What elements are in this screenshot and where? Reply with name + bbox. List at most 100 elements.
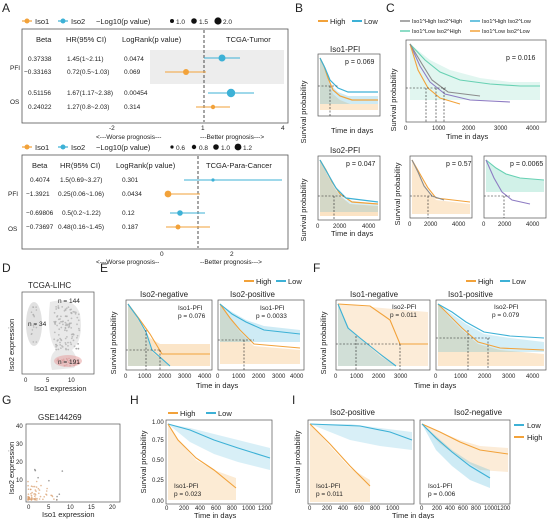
scatter-point xyxy=(33,485,36,488)
legend-size-1: 1.0 xyxy=(176,19,185,26)
panel-e: High Low Survival probability Iso2-negat… xyxy=(109,277,305,390)
axis-tick: 600 xyxy=(211,506,222,512)
header-beta: Beta xyxy=(32,161,48,170)
forest-point xyxy=(226,88,236,98)
worse-prognosis-label: <---Worse prognosis--- xyxy=(96,134,161,141)
legend-size-2: 1.5 xyxy=(199,19,208,26)
row-hr: 1.27(0.8~2.03) xyxy=(67,104,109,111)
km-b-top: Iso1-PFI Survival probability p = 0.069 … xyxy=(299,45,381,143)
km-title: Iso2-negative xyxy=(454,408,503,417)
row-hr: 1.45(1~2.11) xyxy=(67,56,104,63)
axis-tick: 1000 xyxy=(242,506,256,512)
row-hr: 0.72(0.5~1.03) xyxy=(67,69,109,76)
km-ylabel: Survival probability xyxy=(109,311,118,374)
axis-tick: 400 xyxy=(195,506,206,512)
axis-tick: 4 xyxy=(281,125,285,132)
panel-letter-a: A xyxy=(2,1,10,15)
legend-high: High xyxy=(180,409,195,418)
row-p: 0.12 xyxy=(122,210,135,217)
km-ylabel: Survival probability xyxy=(293,430,302,493)
km-pvalue: p = 0.0033 xyxy=(256,313,287,320)
panel-i: Survival probability Iso2-positive Iso1-… xyxy=(293,408,542,519)
panel-d: TCGA-LIHC Iso2 expression n = 34 n = 144… xyxy=(7,281,95,393)
scatter-point xyxy=(77,343,79,345)
better-prognosis-label: --Better prognosis---> xyxy=(200,259,262,266)
scatter-point xyxy=(48,479,50,482)
axis-tick: 400 xyxy=(445,506,456,512)
panel-letters: A B C D E F G H I xyxy=(2,1,395,407)
legend-high: High xyxy=(527,433,542,442)
km-inner-title: Iso1-PFI xyxy=(178,305,203,312)
scatter-xlabel: Iso1 expression xyxy=(42,510,95,519)
axis-tick: 0 xyxy=(408,222,412,228)
axis-tick: 3000 xyxy=(494,126,508,132)
axis-tick: 2000 xyxy=(372,374,386,380)
legend-high: High xyxy=(330,17,345,26)
row-beta: 0.24022 xyxy=(28,104,52,111)
scatter-point xyxy=(42,498,44,501)
panel-g: GSE144269 Iso2 expression 0 10 20 30 40 … xyxy=(7,413,121,519)
km-xlabel: Time in days xyxy=(392,511,434,519)
scatter-point xyxy=(51,494,53,497)
scatter-point xyxy=(34,469,37,472)
header-cohort: TCGA-Tumor xyxy=(226,35,271,44)
scatter-point xyxy=(31,496,33,499)
axis-tick: 1.00 xyxy=(152,420,164,426)
km-h-frame xyxy=(165,419,273,505)
km-pvalue: p = 0.047 xyxy=(346,161,375,168)
axis-tick: 800 xyxy=(471,506,482,512)
row-hr: 0.48(0.16~1.45) xyxy=(58,224,104,231)
km-ylabel: Survival probability xyxy=(299,178,308,241)
axis-tick: 2000 xyxy=(252,374,266,380)
axis-tick: 0.75 xyxy=(152,438,164,444)
km-pvalue: p = 0.079 xyxy=(492,312,520,319)
axis-tick: 2 xyxy=(230,251,234,258)
legend-size-2: 0.8 xyxy=(199,145,208,152)
panel-a: Iso1 Iso2 −Log10(p value) 1.0 1.5 2.0 Be… xyxy=(8,17,289,266)
km-pvalue: p = 0.57 xyxy=(446,161,472,168)
row-p: 0.301 xyxy=(122,177,139,184)
axis-tick: -2 xyxy=(109,125,115,132)
forest-point xyxy=(210,104,216,110)
group-count: n = 144 xyxy=(58,298,80,305)
scatter-point xyxy=(39,495,42,498)
scatter-point xyxy=(35,486,38,488)
axis-tick: 600 xyxy=(458,506,469,512)
axis-tick: 10 xyxy=(16,478,23,484)
axis-tick: 600 xyxy=(354,506,365,512)
km-title: Iso2-positive xyxy=(230,290,275,299)
scatter-point xyxy=(27,493,30,496)
scatter-point xyxy=(33,493,35,495)
scatter-point xyxy=(37,487,40,490)
scatter-title: TCGA-LIHC xyxy=(28,281,71,290)
km-inner-title: Iso1-PFI xyxy=(174,483,199,490)
scatter-point xyxy=(27,496,30,499)
km-f-left: Iso1-negative Iso2-PFI p = 0.011 0 1000 … xyxy=(334,290,431,380)
scatter-point xyxy=(46,487,48,490)
km-f-right: Iso1-positive Iso2-PFI p = 0.079 0 1000 … xyxy=(434,290,547,380)
axis-tick: 0 xyxy=(160,251,164,258)
header-hr: HR(95% CI) xyxy=(66,35,107,44)
forest-point xyxy=(183,69,189,75)
axis-tick: 0 xyxy=(308,506,312,512)
panel-letter-b: B xyxy=(295,1,303,15)
scatter-point xyxy=(34,489,37,491)
scatter-point xyxy=(45,490,48,492)
axis-tick: 1200 xyxy=(258,506,272,512)
row-p: 0.0434 xyxy=(122,191,142,198)
km-ylabel: Survival probability xyxy=(389,68,398,131)
scatter-point xyxy=(30,488,32,491)
km-e-right: Iso2-positive Iso1-PFI p = 0.0033 0 1000… xyxy=(216,290,305,380)
row-beta: −1.3921 xyxy=(26,191,50,198)
row-p: 0.069 xyxy=(124,69,141,76)
forest-top: Iso1 Iso2 −Log10(p value) 1.0 1.5 2.0 Be… xyxy=(10,17,289,141)
axis-tick: 3000 xyxy=(394,374,408,380)
scatter-point xyxy=(77,347,80,350)
scatter-point xyxy=(43,496,45,498)
scatter-ylabel: Iso2 expression xyxy=(7,319,16,372)
scatter-point xyxy=(38,489,41,491)
legend-low: Low xyxy=(218,409,232,418)
legend-iso2: Iso2 xyxy=(71,17,85,26)
scatter-point xyxy=(30,492,32,495)
